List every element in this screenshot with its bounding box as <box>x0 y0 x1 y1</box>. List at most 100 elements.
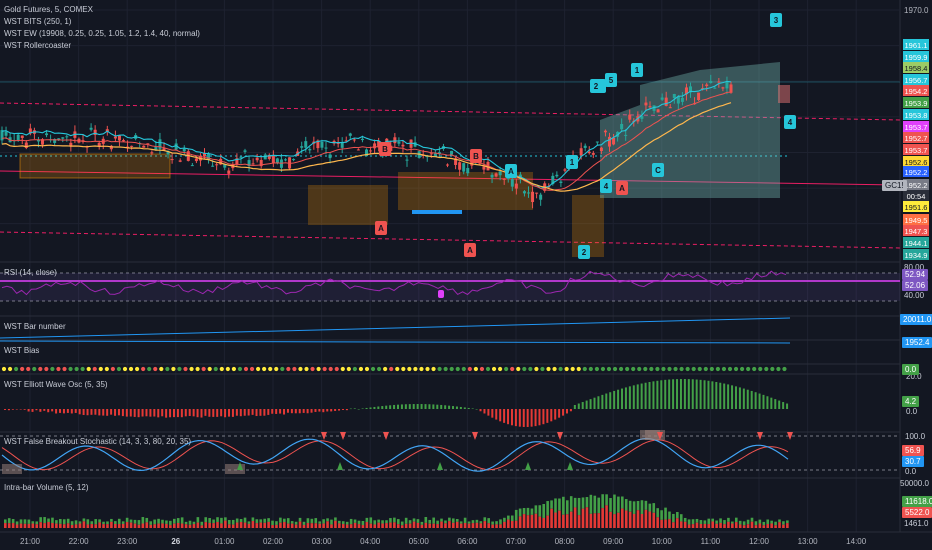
ewo-bar <box>782 402 785 409</box>
volume-bar-sell <box>577 515 581 528</box>
volume-bar-buy <box>448 517 451 522</box>
volume-bar-sell <box>440 521 443 528</box>
volume-bar-buy <box>522 508 526 515</box>
volume-bar-sell <box>11 523 15 528</box>
volume-bar-sell <box>357 524 361 528</box>
price-badge <box>903 190 929 201</box>
bias-dot <box>461 366 466 372</box>
ewo-bar <box>208 409 211 417</box>
vol-pane-title: Intra-bar Volume (5, 12) <box>4 483 89 492</box>
price-badge <box>903 132 929 143</box>
ewo-bar <box>114 409 117 416</box>
trend-line <box>0 170 901 186</box>
volume-bar-buy <box>117 518 121 525</box>
ewo-bar <box>404 404 407 409</box>
ewo-bar <box>361 408 364 409</box>
dots-badge: 0.0 <box>902 364 920 375</box>
volume-bar-buy <box>534 505 538 514</box>
volume-bar-buy <box>86 519 90 525</box>
ma-line-slow <box>1 102 732 192</box>
volume-bar-buy <box>601 494 604 509</box>
candle-body <box>527 192 530 194</box>
bias-dot <box>237 366 243 372</box>
ewo-bar <box>432 404 435 409</box>
price-badge <box>903 214 929 225</box>
volume-bar-sell <box>286 523 290 528</box>
volume-bar-sell <box>400 525 404 528</box>
ewo-bar <box>141 409 144 417</box>
bias-dot <box>310 366 315 372</box>
volume-bar-buy <box>577 497 581 516</box>
stoch-k-line <box>1 437 789 472</box>
ewo-bar <box>243 409 246 416</box>
volume-bar-buy <box>754 521 758 526</box>
candle-body <box>259 159 263 167</box>
volume-bar-sell <box>640 513 644 528</box>
ewo-bar <box>766 396 769 409</box>
volume-bar-sell <box>306 523 310 528</box>
volume-bar-sell <box>137 524 141 528</box>
candle-body <box>377 141 381 148</box>
ewo-bar <box>746 389 749 409</box>
candle-body <box>429 153 433 155</box>
bias-dot <box>389 366 394 372</box>
volume-bar-buy <box>149 521 153 525</box>
ewo-bar <box>149 409 152 417</box>
ewo-bar <box>349 408 352 410</box>
volume-bar-buy <box>471 520 475 524</box>
volume-bar-sell <box>538 516 542 528</box>
volume-bar-buy <box>153 519 156 525</box>
volume-bar-sell <box>558 510 561 528</box>
volume-bar-sell <box>247 523 251 528</box>
candle-body <box>365 149 368 157</box>
wave-label-marker <box>770 13 782 27</box>
bias-dot <box>352 366 357 372</box>
ewo-bar <box>271 409 274 414</box>
volume-bar-sell <box>353 522 357 528</box>
ewo-pane-title: WST Elliott Wave Osc (5, 35) <box>4 380 108 389</box>
bias-dot <box>38 366 43 372</box>
volume-bar-sell <box>510 521 514 528</box>
volume-bar-buy <box>110 518 113 522</box>
volume-bar-sell <box>102 524 105 528</box>
candle-body <box>356 149 360 151</box>
candle-body <box>628 114 632 120</box>
ewo-bar <box>129 409 132 417</box>
candle-body <box>652 105 656 111</box>
candle-body <box>243 150 247 152</box>
volume-bar-buy <box>98 519 101 523</box>
price-badge-label: 1961.1 <box>905 41 928 50</box>
volume-bar-buy <box>514 509 518 521</box>
price-badge <box>903 237 929 248</box>
volume-bar-sell <box>609 511 612 528</box>
candle-body <box>490 174 494 178</box>
candle-body <box>535 192 539 194</box>
bias-dot <box>346 366 351 372</box>
bias-dot <box>122 366 128 372</box>
volume-bar-buy <box>369 517 373 524</box>
candle-body <box>340 141 344 148</box>
ewo-bar <box>353 408 356 409</box>
volume-bar-sell <box>593 513 597 528</box>
volume-bar-sell <box>196 522 200 528</box>
bias-dot <box>280 366 285 372</box>
volume-bar-sell <box>526 515 530 528</box>
volume-bar-buy <box>200 521 204 526</box>
candle-body <box>551 175 555 185</box>
price-badge <box>903 179 929 190</box>
ewo-bar <box>412 404 415 409</box>
wave-label: B <box>382 145 388 154</box>
volume-bar-sell <box>703 523 707 528</box>
volume-bar-buy <box>255 519 259 524</box>
bias-dot <box>68 366 73 372</box>
volume-bar-sell <box>345 524 349 528</box>
bias-dot <box>546 366 551 372</box>
ewo-bar <box>393 404 396 409</box>
ewo-bar <box>117 409 120 416</box>
volume-bar-sell <box>90 524 94 528</box>
candle-body <box>162 148 166 151</box>
volume-bar-buy <box>330 519 333 525</box>
wave-label-marker <box>578 245 590 259</box>
volume-bar-sell <box>656 517 659 528</box>
